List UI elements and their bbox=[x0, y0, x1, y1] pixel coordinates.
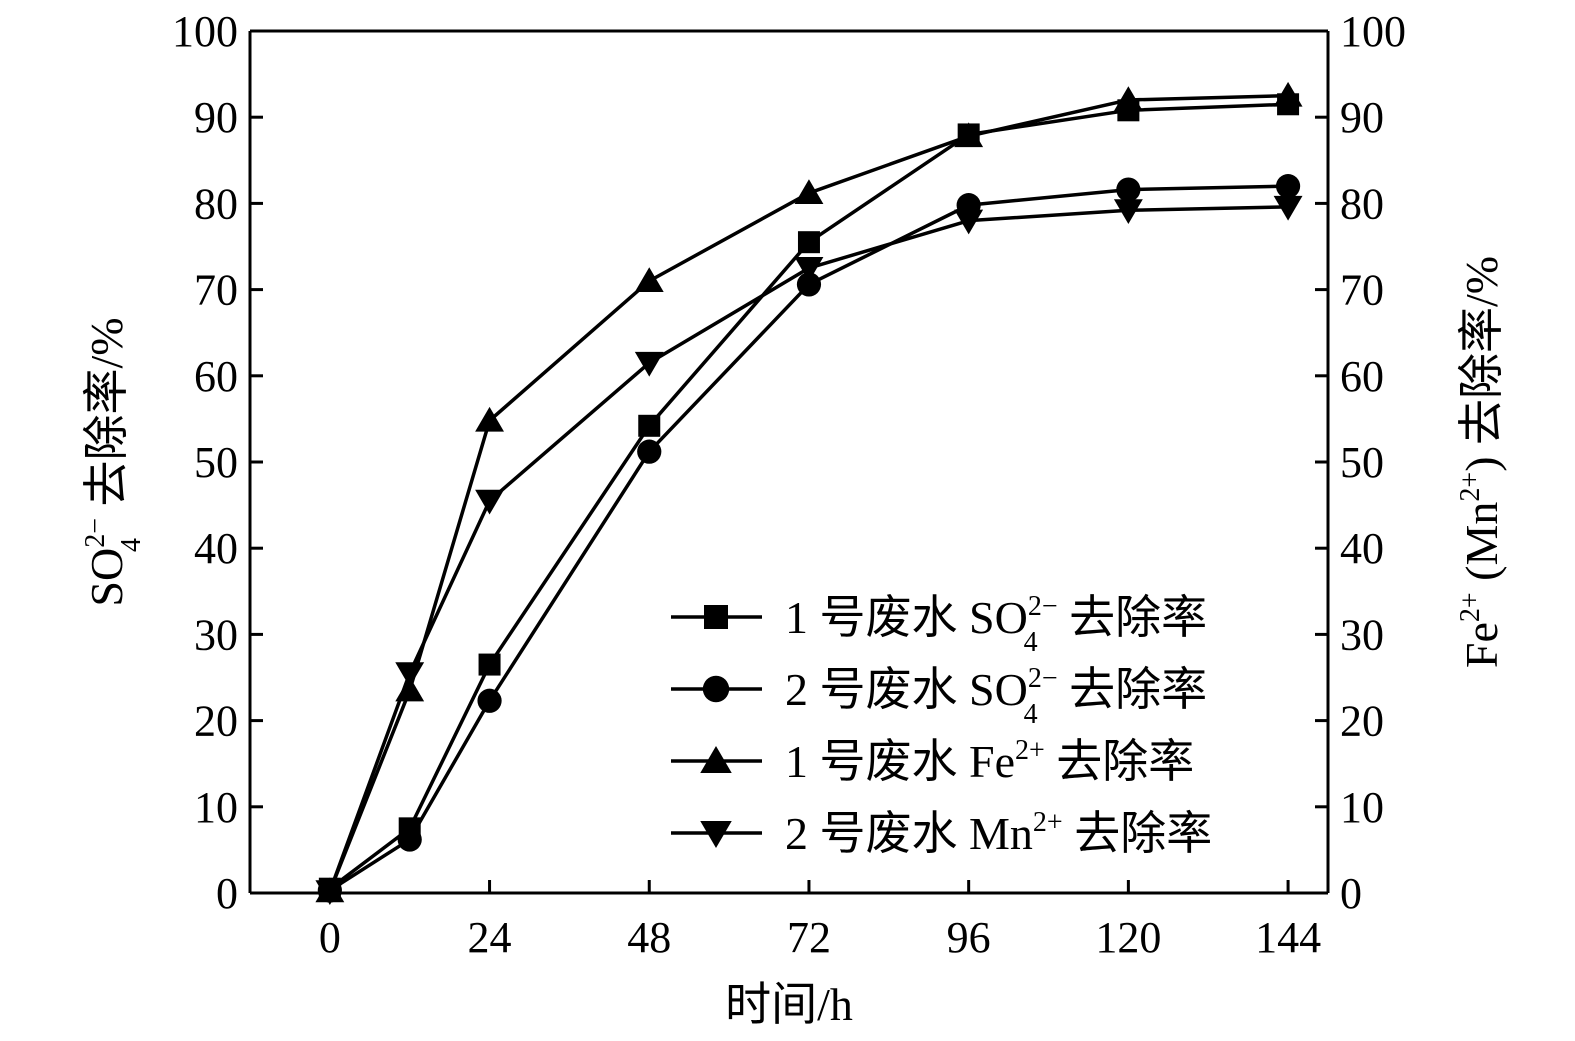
y-tick-label-right: 90 bbox=[1340, 93, 1384, 142]
legend-item: 1 号废水 Fe2+ 去除率 bbox=[671, 735, 1194, 787]
y-left-sub: 4 bbox=[116, 538, 147, 552]
data-point bbox=[1113, 199, 1143, 225]
y-tick-label-right: 20 bbox=[1340, 697, 1384, 746]
y-right-prefix: Fe bbox=[1456, 622, 1507, 668]
data-point bbox=[477, 688, 502, 713]
legend-marker bbox=[700, 746, 732, 773]
legend-label-suffix: 去除率 bbox=[1058, 664, 1208, 715]
y-tick-label-right: 0 bbox=[1340, 869, 1362, 918]
data-point bbox=[794, 257, 824, 282]
y-right-sup2: 2+ bbox=[1455, 472, 1486, 502]
data-point bbox=[796, 272, 822, 297]
legend-label-sup: 2− bbox=[1028, 663, 1058, 694]
y-tick-label-left: 80 bbox=[194, 179, 238, 228]
data-point bbox=[478, 653, 501, 676]
series-line bbox=[328, 184, 1289, 892]
y-left-sup: 2− bbox=[80, 518, 111, 548]
series-line bbox=[328, 205, 1289, 892]
y-tick-label-right: 80 bbox=[1340, 179, 1384, 228]
legend-label-prefix: 2 号废水 SO bbox=[785, 664, 1028, 715]
data-point bbox=[1116, 177, 1141, 202]
legend-label-prefix: 1 号废水 Fe bbox=[785, 736, 1015, 787]
y-tick-label-left: 90 bbox=[194, 93, 238, 142]
y-tick-label-left: 60 bbox=[194, 352, 238, 401]
legend-marker bbox=[700, 821, 732, 848]
legend-label-prefix: 2 号废水 Mn bbox=[785, 808, 1033, 859]
legend-label-sup: 2+ bbox=[1033, 807, 1063, 838]
y-tick-label-left: 40 bbox=[194, 524, 238, 573]
legend-label-suffix: 去除率 bbox=[1058, 592, 1208, 643]
y-tick-label-right: 30 bbox=[1340, 610, 1384, 659]
series-line bbox=[328, 102, 1289, 891]
data-point bbox=[794, 179, 824, 205]
legend-label: 2 号废水 SO2− 4 去除率 bbox=[785, 663, 1207, 730]
y-axis-title-right: Fe2+ (Mn2+) 去除率/% bbox=[1455, 256, 1507, 668]
legend-item: 2 号废水 SO2− 4 去除率 bbox=[671, 663, 1207, 730]
legend-label-suffix: 去除率 bbox=[1063, 808, 1213, 859]
data-point bbox=[634, 267, 664, 292]
legend-label: 1 号废水 Fe2+ 去除率 bbox=[785, 735, 1194, 787]
data-point bbox=[954, 122, 984, 148]
x-tick-label: 120 bbox=[1095, 913, 1161, 962]
legend-label: 2 号废水 Mn2+ 去除率 bbox=[785, 807, 1212, 859]
series-4 bbox=[315, 195, 1303, 906]
data-point bbox=[1273, 81, 1303, 107]
x-axis-title: 时间/h bbox=[725, 979, 853, 1030]
y-left-rest: 去除率/% bbox=[81, 317, 132, 518]
data-point bbox=[315, 880, 345, 906]
legend-label-sup: 2− bbox=[1028, 591, 1058, 622]
x-tick-label: 96 bbox=[947, 913, 991, 962]
y-axis-title-left: SO2− 4 去除率/% bbox=[80, 317, 147, 606]
y-tick-label-right: 50 bbox=[1340, 438, 1384, 487]
y-tick-label-left: 70 bbox=[194, 266, 238, 315]
y-tick-label-right: 10 bbox=[1340, 783, 1384, 832]
x-tick-label: 72 bbox=[787, 913, 831, 962]
x-tick-label: 144 bbox=[1255, 913, 1321, 962]
legend-label-sub: 4 bbox=[1024, 627, 1038, 658]
y-tick-label-right: 40 bbox=[1340, 524, 1384, 573]
y-tick-label-left: 50 bbox=[194, 438, 238, 487]
data-point bbox=[475, 489, 504, 515]
legend-label-prefix: 1 号废水 SO bbox=[785, 592, 1028, 643]
x-tick-label: 48 bbox=[627, 913, 671, 962]
x-tick-label: 0 bbox=[319, 913, 341, 962]
legend-label: 1 号废水 SO2− 4 去除率 bbox=[785, 591, 1207, 658]
data-point bbox=[954, 209, 984, 235]
data-point bbox=[797, 231, 820, 254]
data-point bbox=[1275, 174, 1301, 199]
y-tick-label-right: 100 bbox=[1340, 7, 1406, 56]
legend-marker bbox=[702, 675, 730, 703]
y-tick-label-right: 70 bbox=[1340, 266, 1384, 315]
y-tick-label-left: 0 bbox=[216, 869, 238, 918]
y-right-sup1: 2+ bbox=[1455, 592, 1486, 622]
data-point bbox=[1113, 86, 1143, 111]
y-right-middle: (Mn bbox=[1456, 502, 1507, 593]
y-tick-label-left: 30 bbox=[194, 610, 238, 659]
y-tick-label-right: 60 bbox=[1340, 352, 1384, 401]
data-point bbox=[638, 414, 661, 437]
y-tick-label-left: 20 bbox=[194, 697, 238, 746]
legend-item: 1 号废水 SO2− 4 去除率 bbox=[671, 591, 1207, 658]
y-tick-label-left: 100 bbox=[172, 7, 238, 56]
series-layer bbox=[315, 81, 1303, 906]
data-point bbox=[634, 351, 664, 377]
legend-item: 2 号废水 Mn2+ 去除率 bbox=[671, 807, 1212, 859]
legend-label-sub: 4 bbox=[1024, 699, 1038, 730]
legend-label-sup: 2+ bbox=[1015, 735, 1045, 766]
y-right-rest: ) 去除率/% bbox=[1456, 256, 1507, 472]
y-tick-label-left: 10 bbox=[194, 783, 238, 832]
legend-marker bbox=[704, 605, 728, 629]
data-point bbox=[1273, 195, 1303, 221]
data-point bbox=[395, 662, 425, 687]
x-tick-label: 24 bbox=[468, 913, 512, 962]
data-point bbox=[475, 406, 504, 432]
data-point bbox=[637, 439, 662, 464]
legend-label-suffix: 去除率 bbox=[1045, 736, 1195, 787]
series-2 bbox=[317, 174, 1301, 903]
data-point bbox=[397, 827, 422, 852]
y-left-base: SO bbox=[81, 548, 132, 607]
